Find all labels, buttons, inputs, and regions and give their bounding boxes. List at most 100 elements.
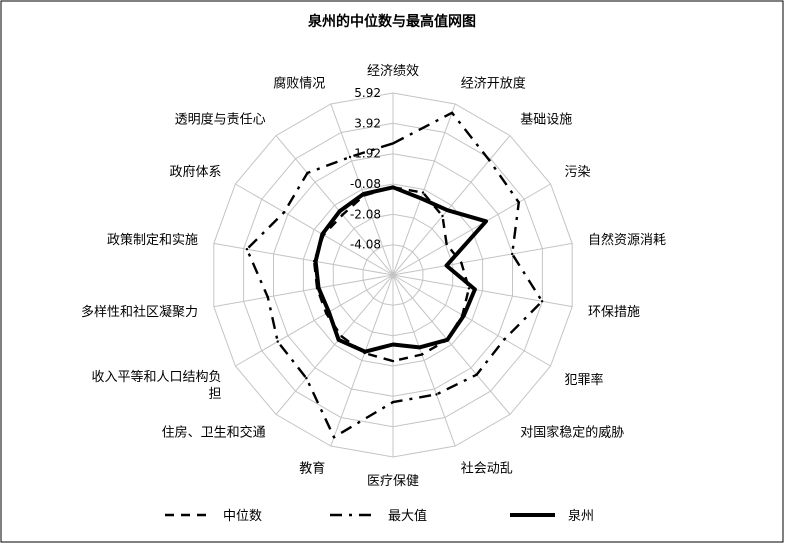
category-label: 住房、卫生和交通 xyxy=(162,424,266,440)
grid-spoke xyxy=(213,274,394,308)
category-label: 医疗保健 xyxy=(367,474,419,489)
data-point xyxy=(435,393,438,396)
series-2 xyxy=(245,111,544,439)
tick-label: 5.92 xyxy=(354,86,381,100)
data-point xyxy=(306,171,309,175)
category-label: 基础设施 xyxy=(520,113,572,128)
data-point xyxy=(327,310,331,314)
data-point xyxy=(362,192,365,196)
data-point xyxy=(314,260,317,263)
chart-title: 泉州的中位数与最高值网图 xyxy=(308,13,476,30)
grid-spoke xyxy=(275,274,394,415)
data-point xyxy=(338,210,341,213)
data-point xyxy=(391,359,395,363)
data-point xyxy=(445,264,448,267)
data-point xyxy=(391,343,395,346)
data-point xyxy=(245,248,249,251)
data-point xyxy=(445,242,448,246)
data-point xyxy=(441,214,444,218)
data-point xyxy=(363,350,367,353)
grid-spoke xyxy=(392,103,456,276)
data-point xyxy=(391,142,395,145)
legend: 中位数 最大值 泉州 xyxy=(165,508,594,524)
data-point xyxy=(421,191,425,194)
tick-label: -0.08 xyxy=(350,177,381,191)
category-label: 收入平等和人口结构负担 xyxy=(91,369,221,402)
data-point xyxy=(418,346,421,349)
category-label: 污染 xyxy=(565,165,591,180)
data-point xyxy=(341,213,344,216)
legend-label: 中位数 xyxy=(223,509,262,524)
tick-label: -2.08 xyxy=(350,207,381,221)
legend-item: 最大值 xyxy=(330,508,427,524)
category-label: 环保措施 xyxy=(588,305,640,320)
category-label: 腐败情况 xyxy=(273,77,325,92)
grid-spoke xyxy=(330,274,394,447)
grid-spoke xyxy=(392,135,511,276)
tick-label: -4.08 xyxy=(350,238,381,252)
grid-spoke xyxy=(392,274,511,415)
grid-spoke xyxy=(235,183,394,276)
grid-spoke xyxy=(235,274,394,367)
data-point xyxy=(337,338,340,341)
legend-item: 泉州 xyxy=(510,508,594,524)
data-point xyxy=(503,338,506,341)
data-point xyxy=(540,300,544,303)
category-label: 社会动乱 xyxy=(461,461,513,477)
data-point xyxy=(348,155,352,159)
legend-label: 最大值 xyxy=(388,508,427,524)
data-point xyxy=(446,209,449,212)
category-label: 透明度与责任心 xyxy=(175,112,266,128)
data-point xyxy=(317,286,320,290)
category-label: 对国家稳定的威胁 xyxy=(520,424,624,440)
grid-spoke xyxy=(392,242,573,276)
category-label: 多样性和社区凝聚力 xyxy=(81,304,198,320)
data-point xyxy=(305,377,308,380)
data-point xyxy=(484,220,488,223)
data-point xyxy=(462,314,465,317)
category-label: 犯罪率 xyxy=(565,372,604,388)
grid-spoke xyxy=(330,103,394,276)
data-point xyxy=(266,295,269,299)
grid-spoke xyxy=(392,274,551,367)
data-point xyxy=(467,287,471,290)
category-label: 经济开放度 xyxy=(461,76,526,92)
data-point xyxy=(391,400,395,404)
legend-item: 中位数 xyxy=(165,509,262,524)
tick-label: 1.92 xyxy=(354,147,381,161)
data-point xyxy=(517,201,520,204)
data-point xyxy=(340,335,343,338)
data-point xyxy=(276,340,279,343)
grid-spoke xyxy=(275,135,394,276)
category-labels: 经济绩效经济开放度基础设施污染自然资源消耗环保措施犯罪率对国家稳定的威胁社会动乱… xyxy=(81,64,666,489)
data-point xyxy=(391,186,395,189)
data-point xyxy=(511,252,514,256)
grid-spoke xyxy=(392,183,551,276)
category-label: 自然资源消耗 xyxy=(588,232,666,248)
grid-spoke xyxy=(213,242,394,276)
category-label: 政策制定和实施 xyxy=(107,232,198,248)
data-point xyxy=(419,197,423,200)
data-point xyxy=(420,353,424,356)
data-point xyxy=(450,111,454,115)
tick-labels: 5.92 3.92 1.92 -0.08 -2.08 -4.08 xyxy=(350,86,381,252)
data-point xyxy=(332,436,336,439)
data-point xyxy=(473,288,477,291)
data-point xyxy=(488,159,491,162)
data-point xyxy=(321,233,324,236)
data-point xyxy=(446,338,449,341)
series-layer xyxy=(245,111,544,439)
data-point xyxy=(325,312,328,315)
radar-grid xyxy=(213,92,573,458)
data-point xyxy=(460,261,463,265)
legend-label: 泉州 xyxy=(568,508,594,524)
data-point xyxy=(475,373,478,376)
category-label: 经济绩效 xyxy=(367,64,419,79)
series-3 xyxy=(313,185,488,354)
category-label: 政府体系 xyxy=(169,165,221,180)
data-point xyxy=(283,211,286,214)
tick-label: 3.92 xyxy=(354,116,381,130)
grid-spoke xyxy=(392,274,456,447)
category-label: 教育 xyxy=(299,461,325,477)
